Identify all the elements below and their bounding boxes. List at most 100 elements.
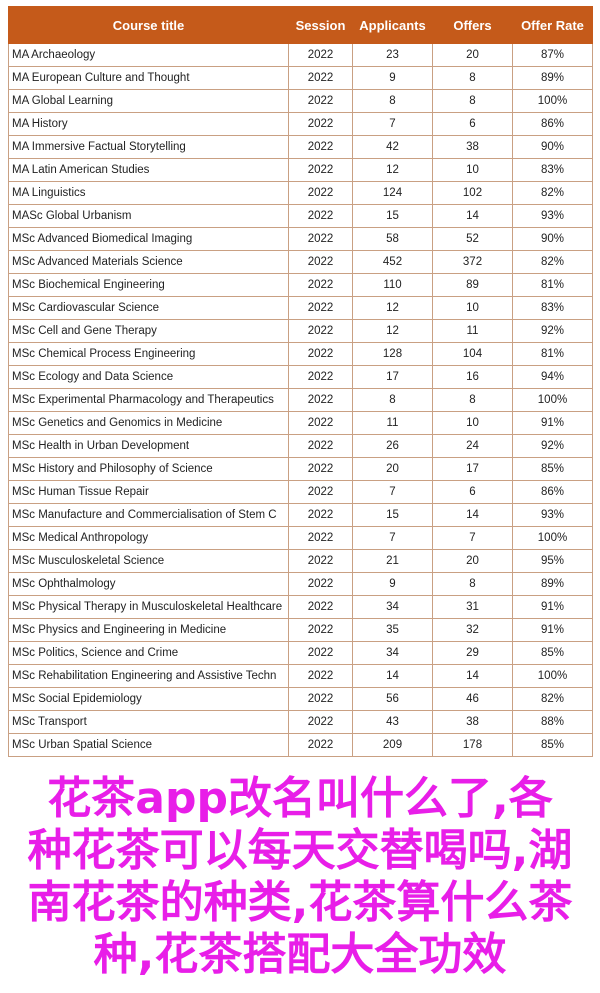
cell-offer-rate: 82% xyxy=(512,687,593,711)
cell-offers: 16 xyxy=(432,365,513,389)
cell-session: 2022 xyxy=(288,66,353,90)
table-row: MSc Genetics and Genomics in Medicine 202… xyxy=(8,411,593,435)
cell-offer-rate: 100% xyxy=(512,526,593,550)
cell-course-title: MA Global Learning xyxy=(8,89,289,113)
overlay-line: 种花茶可以每天交替喝吗,湖 xyxy=(27,825,573,876)
cell-offer-rate: 83% xyxy=(512,158,593,182)
cell-course-title: MSc Cell and Gene Therapy xyxy=(8,319,289,343)
cell-session: 2022 xyxy=(288,135,353,159)
table-row: MSc Advanced Materials Science 2022 452 372… xyxy=(8,250,593,274)
cell-offer-rate: 86% xyxy=(512,112,593,136)
cell-course-title: MSc Advanced Biomedical Imaging xyxy=(8,227,289,251)
table-row: MA Immersive Factual Storytelling 2022 42 3… xyxy=(8,135,593,159)
cell-applicants: 15 xyxy=(352,503,433,527)
cell-session: 2022 xyxy=(288,664,353,688)
cell-applicants: 58 xyxy=(352,227,433,251)
cell-applicants: 7 xyxy=(352,526,433,550)
cell-course-title: MA History xyxy=(8,112,289,136)
cell-session: 2022 xyxy=(288,503,353,527)
cell-offer-rate: 90% xyxy=(512,135,593,159)
cell-course-title: MSc History and Philosophy of Science xyxy=(8,457,289,481)
table-row: MA European Culture and Thought 2022 9 8 89% xyxy=(8,66,593,90)
cell-course-title: MSc Ophthalmology xyxy=(8,572,289,596)
cell-session: 2022 xyxy=(288,181,353,205)
cell-session: 2022 xyxy=(288,687,353,711)
cell-offers: 31 xyxy=(432,595,513,619)
cell-session: 2022 xyxy=(288,43,353,67)
overlay-line: 种,花茶搭配大全功效 xyxy=(93,929,507,980)
cell-offers: 6 xyxy=(432,112,513,136)
cell-course-title: MSc Urban Spatial Science xyxy=(8,733,289,757)
cell-session: 2022 xyxy=(288,158,353,182)
cell-applicants: 23 xyxy=(352,43,433,67)
table-row: MA Linguistics 2022 124 102 82% xyxy=(8,181,593,205)
cell-course-title: MSc Politics, Science and Crime xyxy=(8,641,289,665)
cell-offer-rate: 88% xyxy=(512,710,593,734)
cell-session: 2022 xyxy=(288,227,353,251)
cell-offers: 14 xyxy=(432,204,513,228)
cell-session: 2022 xyxy=(288,365,353,389)
cell-offers: 11 xyxy=(432,319,513,343)
cell-applicants: 209 xyxy=(352,733,433,757)
cell-offers: 10 xyxy=(432,158,513,182)
table-row: MSc Advanced Biomedical Imaging 2022 58 52 9… xyxy=(8,227,593,251)
cell-offers: 104 xyxy=(432,342,513,366)
cell-applicants: 15 xyxy=(352,204,433,228)
table-row: MASc Global Urbanism 2022 15 14 93% xyxy=(8,204,593,228)
cell-offers: 14 xyxy=(432,503,513,527)
cell-session: 2022 xyxy=(288,319,353,343)
table-row: MA Global Learning 2022 8 8 100% xyxy=(8,89,593,113)
cell-course-title: MA European Culture and Thought xyxy=(8,66,289,90)
cell-applicants: 20 xyxy=(352,457,433,481)
table-row: MSc Health in Urban Development 2022 26 24 9… xyxy=(8,434,593,458)
table-row: MSc Physical Therapy in Musculoskeletal … xyxy=(8,595,593,619)
cell-offer-rate: 85% xyxy=(512,641,593,665)
header-applicants: Applicants xyxy=(352,6,433,44)
cell-offer-rate: 93% xyxy=(512,204,593,228)
cell-applicants: 128 xyxy=(352,342,433,366)
cell-offer-rate: 100% xyxy=(512,388,593,412)
cell-offer-rate: 85% xyxy=(512,733,593,757)
cell-offer-rate: 89% xyxy=(512,66,593,90)
cell-applicants: 56 xyxy=(352,687,433,711)
cell-applicants: 21 xyxy=(352,549,433,573)
cell-applicants: 42 xyxy=(352,135,433,159)
cell-session: 2022 xyxy=(288,641,353,665)
cell-session: 2022 xyxy=(288,342,353,366)
cell-course-title: MSc Biochemical Engineering xyxy=(8,273,289,297)
cell-applicants: 110 xyxy=(352,273,433,297)
cell-course-title: MSc Health in Urban Development xyxy=(8,434,289,458)
cell-applicants: 34 xyxy=(352,641,433,665)
header-course-title: Course title xyxy=(8,6,289,44)
cell-session: 2022 xyxy=(288,112,353,136)
cell-offers: 29 xyxy=(432,641,513,665)
cell-session: 2022 xyxy=(288,296,353,320)
cell-offers: 32 xyxy=(432,618,513,642)
cell-offers: 10 xyxy=(432,296,513,320)
cell-course-title: MA Immersive Factual Storytelling xyxy=(8,135,289,159)
table-row: MA Archaeology 2022 23 20 87% xyxy=(8,43,593,67)
cell-offer-rate: 82% xyxy=(512,181,593,205)
table-row: MSc Transport 2022 43 38 88% xyxy=(8,710,593,734)
table-row: MSc Cell and Gene Therapy 2022 12 11 92% xyxy=(8,319,593,343)
cell-offer-rate: 95% xyxy=(512,549,593,573)
cell-offer-rate: 90% xyxy=(512,227,593,251)
table-row: MA Latin American Studies 2022 12 10 83% xyxy=(8,158,593,182)
cell-session: 2022 xyxy=(288,572,353,596)
cell-course-title: MASc Global Urbanism xyxy=(8,204,289,228)
cell-offers: 89 xyxy=(432,273,513,297)
cell-applicants: 14 xyxy=(352,664,433,688)
cell-session: 2022 xyxy=(288,595,353,619)
header-row: Course title Session Applicants Offers Offer… xyxy=(8,6,593,44)
cell-offers: 178 xyxy=(432,733,513,757)
cell-course-title: MSc Rehabilitation Engineering and Assis… xyxy=(8,664,289,688)
cell-applicants: 7 xyxy=(352,480,433,504)
overlay-line: 花茶app改名叫什么了,各 xyxy=(47,773,553,824)
cell-course-title: MSc Physics and Engineering in Medicine xyxy=(8,618,289,642)
cell-course-title: MSc Advanced Materials Science xyxy=(8,250,289,274)
cell-session: 2022 xyxy=(288,549,353,573)
cell-offer-rate: 92% xyxy=(512,319,593,343)
table-row: MSc Social Epidemiology 2022 56 46 82% xyxy=(8,687,593,711)
cell-offers: 102 xyxy=(432,181,513,205)
cell-course-title: MA Archaeology xyxy=(8,43,289,67)
